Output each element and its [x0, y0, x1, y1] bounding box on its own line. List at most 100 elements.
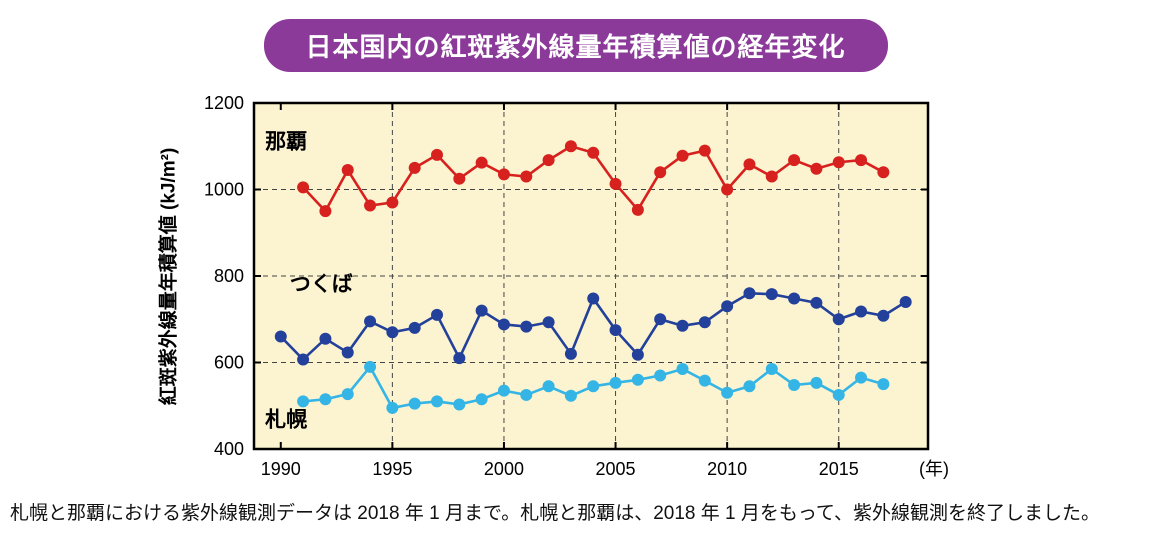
data-point: [721, 386, 734, 399]
data-point: [520, 170, 533, 183]
data-point: [832, 156, 845, 169]
data-point: [542, 380, 555, 393]
data-point: [408, 161, 421, 174]
data-point: [743, 158, 756, 171]
data-point: [676, 319, 689, 332]
data-point: [431, 148, 444, 161]
data-point: [319, 332, 332, 345]
data-point: [855, 154, 868, 167]
data-point: [386, 196, 399, 209]
series-naha: 那覇: [265, 130, 890, 218]
data-point: [453, 352, 466, 365]
data-point: [341, 388, 354, 401]
x-tick-label: 2005: [596, 459, 636, 479]
data-point: [520, 388, 533, 401]
data-point: [520, 320, 533, 333]
x-tick-label: 1995: [372, 459, 412, 479]
data-point: [364, 360, 377, 373]
data-point: [676, 362, 689, 375]
data-point: [609, 324, 622, 337]
data-point: [743, 287, 756, 300]
data-point: [698, 144, 711, 157]
data-point: [631, 203, 644, 216]
data-point: [341, 164, 354, 177]
data-point: [497, 384, 510, 397]
data-point: [341, 346, 354, 359]
data-point: [855, 371, 868, 384]
y-tick-label: 1000: [204, 180, 244, 200]
data-point: [319, 393, 332, 406]
data-point: [564, 140, 577, 153]
data-point: [721, 300, 734, 313]
x-tick-label: 1990: [261, 459, 301, 479]
data-point: [475, 304, 488, 317]
plot-border: [252, 101, 930, 451]
data-point: [631, 348, 644, 361]
data-point: [297, 395, 310, 408]
data-point: [877, 378, 890, 391]
uv-line-chart: 400 600 800 1000 1200 1990 1995 2000 2005 2010 201…: [204, 93, 949, 479]
data-point: [297, 181, 310, 194]
data-point: [408, 397, 421, 410]
data-point: [364, 199, 377, 212]
data-point: [319, 205, 332, 218]
x-tick-label: 2015: [819, 459, 859, 479]
data-point: [721, 183, 734, 196]
data-point: [497, 168, 510, 181]
footnote: 札幌と那覇における紫外線観測データは 2018 年 1 月まで。札幌と那覇は、2…: [10, 503, 1100, 524]
data-point: [386, 401, 399, 414]
data-point: [274, 330, 287, 343]
data-point: [654, 369, 667, 382]
data-point: [832, 388, 845, 401]
data-point: [386, 326, 399, 339]
data-point: [587, 292, 600, 305]
chart-title-badge: 日本国内の紅斑紫外線量年積算値の経年変化: [263, 19, 888, 72]
data-point: [609, 376, 622, 389]
data-point: [654, 313, 667, 326]
data-point: [877, 166, 890, 179]
data-point: [765, 362, 778, 375]
y-tick-label: 1200: [204, 93, 244, 113]
data-point: [475, 156, 488, 169]
data-point: [743, 380, 756, 393]
data-point: [698, 374, 711, 387]
data-point: [609, 177, 622, 190]
data-point: [542, 154, 555, 167]
data-point: [765, 288, 778, 301]
data-point: [475, 393, 488, 406]
y-axis-title: 紅斑紫外線量年積算値 (kJ/m²): [158, 147, 180, 405]
data-point: [564, 347, 577, 360]
data-point: [810, 162, 823, 175]
data-point: [564, 389, 577, 402]
y-tick-label: 600: [214, 353, 244, 373]
x-tick-label: 2010: [707, 459, 747, 479]
data-point: [810, 376, 823, 389]
series-sapporo: 札幌: [264, 360, 890, 432]
data-point: [788, 378, 801, 391]
y-tick-label: 800: [214, 266, 244, 286]
chart-title: 日本国内の紅斑紫外線量年積算値の経年変化: [305, 32, 846, 62]
data-point: [453, 172, 466, 185]
data-point: [587, 380, 600, 393]
data-point: [698, 316, 711, 329]
data-point: [788, 154, 801, 167]
series-tsukuba: つくば: [274, 273, 912, 366]
x-tick-label: 2000: [484, 459, 524, 479]
data-point: [877, 309, 890, 322]
data-point: [765, 170, 778, 183]
series-label: 那覇: [265, 130, 307, 153]
data-point: [899, 295, 912, 308]
data-point: [810, 296, 823, 309]
data-point: [431, 308, 444, 321]
y-tick-label: 400: [214, 439, 244, 459]
data-point: [453, 398, 466, 411]
data-point: [855, 305, 868, 318]
data-point: [408, 321, 421, 334]
series-label: つくば: [290, 273, 353, 296]
data-point: [676, 149, 689, 162]
data-point: [631, 373, 644, 386]
y-axis-title-box: 紅斑紫外線量年積算値 (kJ/m²): [152, 103, 182, 449]
data-point: [788, 292, 801, 305]
data-point: [587, 146, 600, 159]
data-point: [497, 318, 510, 331]
